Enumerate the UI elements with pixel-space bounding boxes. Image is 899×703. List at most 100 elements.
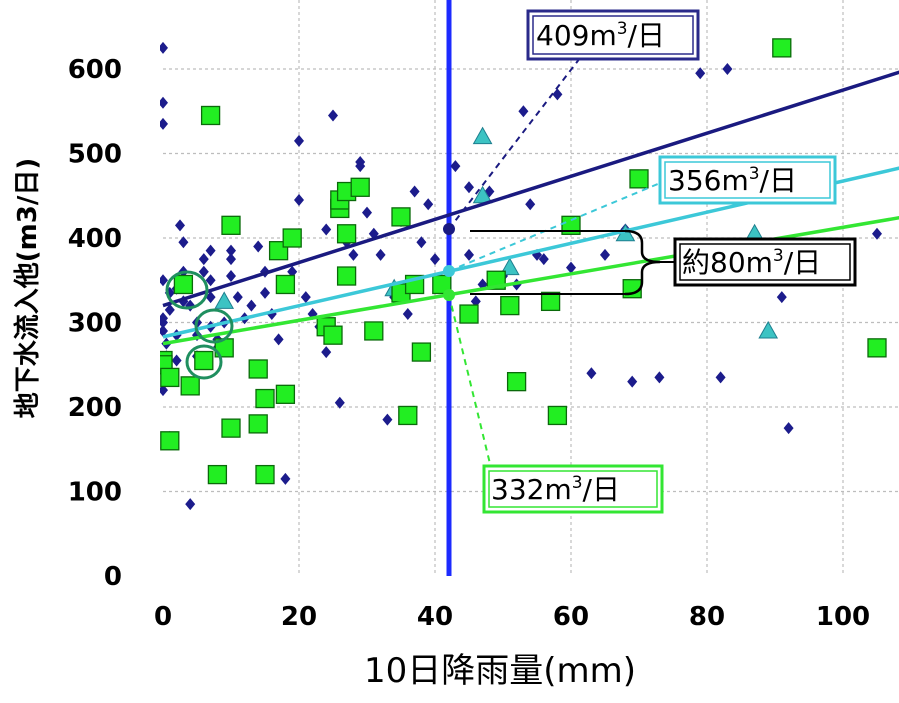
point-diamond [160,316,168,329]
point-diamond [402,308,413,321]
point-diamond [185,498,196,511]
point-diamond [715,371,726,384]
point-diamond [246,299,257,312]
point-square [275,384,296,404]
point-diamond [160,117,168,130]
point-square [500,295,520,316]
point-diamond [518,105,529,118]
callout-mid-text: 356m3/日 [668,164,797,197]
point-triangle [472,126,493,145]
point-diamond [586,367,597,380]
point-diamond [198,253,209,266]
callout-top-text: 409m3/日 [536,19,665,52]
point-diamond [160,41,168,54]
point-diamond [872,227,882,240]
point-diamond [362,206,372,219]
point-diamond [382,413,393,426]
point-triangle [214,291,235,309]
point-square [282,228,302,248]
point-diamond [416,236,427,249]
point-diamond [348,248,359,261]
point-square [391,207,411,227]
leader-line-mid [448,180,666,272]
point-square [207,464,228,485]
point-square [275,274,296,295]
point-diamond [273,333,284,346]
point-diamond [171,354,182,367]
point-diamond [464,181,474,194]
point-diamond [300,291,311,304]
callout-top: 409m3/日 [526,9,700,61]
y-tick-label: 100 [68,478,122,508]
point-square [350,177,370,197]
x-tick-label: 0 [154,602,172,632]
point-square [180,376,200,396]
point-square [432,274,452,295]
point-diamond [321,223,332,236]
point-diamond [260,286,270,299]
point-diamond [160,384,168,397]
point-diamond [205,274,216,287]
point-square [629,169,649,189]
callout-mid: 356m3/日 [658,155,837,205]
point-square [323,325,343,345]
point-square [248,359,268,379]
point-square [561,215,581,235]
point-triangle [499,257,520,276]
point-diamond [160,96,168,109]
y-tick-label: 300 [68,309,122,339]
point-diamond [294,134,304,147]
point-triangle [758,320,779,339]
x-tick-label: 40 [417,602,453,632]
point-diamond [198,265,209,278]
point-diamond [287,265,298,278]
point-square [411,342,432,362]
point-square [160,431,180,451]
x-tick-label: 100 [816,602,870,632]
point-diamond [160,324,168,337]
gridlines [163,0,899,576]
point-square [364,321,384,341]
highlight-circle [185,344,223,380]
point-diamond [160,274,168,287]
point-square [459,304,479,324]
point-diamond [695,67,706,80]
point-diamond [226,244,236,257]
point-diamond [600,248,610,261]
point-diamond [430,253,440,266]
point-diamond [566,261,576,274]
point-diamond [552,88,563,101]
x-axis-title: 10日降雨量(mm) [364,651,636,691]
point-diamond [164,303,175,316]
point-diamond [253,240,264,253]
y-axis-title: 地下水流入他(m3/日) [13,158,43,418]
trend-line [162,70,899,308]
point-square [173,274,194,295]
point-square [160,367,180,388]
y-tick-label: 600 [68,55,122,85]
y-tick-label: 500 [68,140,122,170]
point-square [398,405,418,426]
point-diamond [321,346,332,359]
point-diamond [375,248,386,261]
point-square [547,405,568,426]
leader-line-top [448,57,581,230]
point-square [336,266,357,286]
highlight-circle [194,308,234,344]
point-diamond [294,193,304,206]
point-diamond [232,291,243,304]
point-diamond [205,244,216,257]
point-square [200,105,221,126]
point-diamond [334,396,345,409]
data-points [160,38,887,511]
callout-low-text: 332m3/日 [491,473,620,506]
callout-diff-text: 約80m3/日 [682,246,821,279]
point-square [221,418,241,438]
point-diamond [525,198,536,211]
point-diamond [409,185,420,198]
point-diamond [783,422,794,435]
y-tick-label: 400 [68,224,122,254]
point-diamond [627,375,638,388]
point-square [255,388,275,409]
